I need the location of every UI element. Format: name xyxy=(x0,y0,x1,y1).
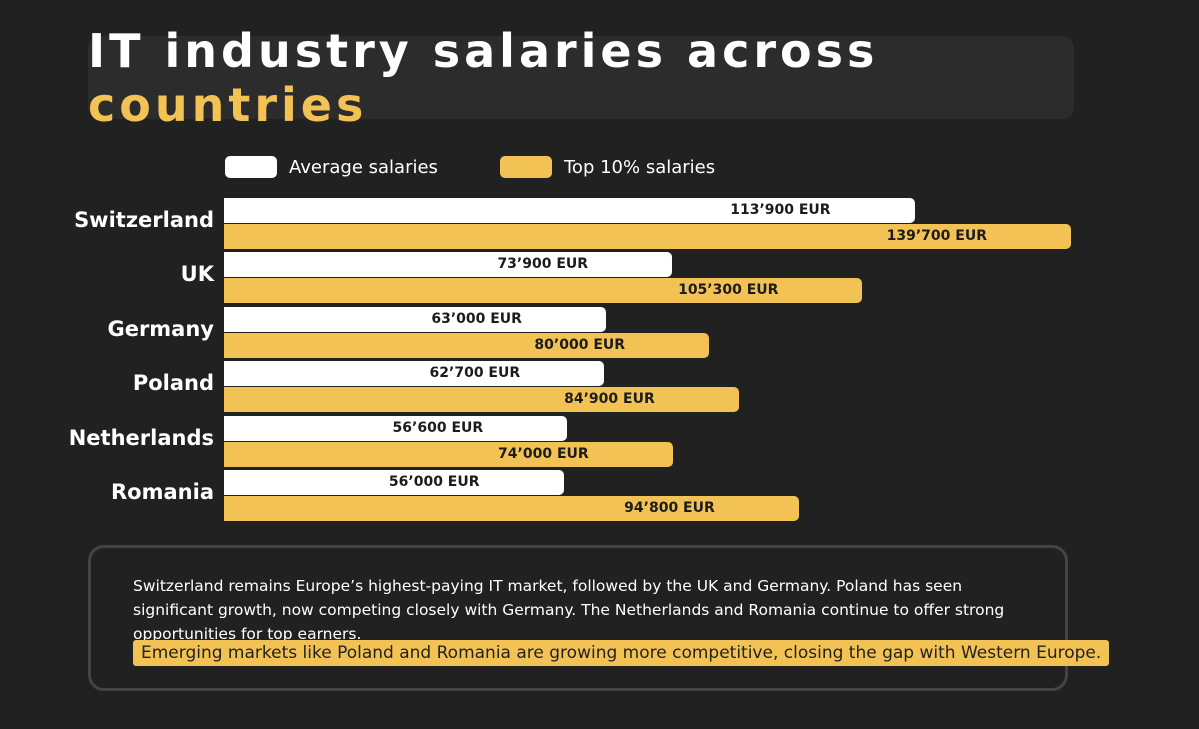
bar-top10 xyxy=(224,441,673,467)
summary-box: Switzerland remains Europe’s highest-pay… xyxy=(88,545,1110,691)
value-label: 56’600 EUR xyxy=(392,419,484,436)
legend-swatch-top10 xyxy=(500,156,552,178)
legend-label-average: Average salaries xyxy=(289,156,438,178)
summary-highlight: Emerging markets like Poland and Romania… xyxy=(133,640,1110,666)
legend-label-top10: Top 10% salaries xyxy=(564,156,716,178)
value-label: 80’000 EUR xyxy=(534,336,626,353)
value-label: 94’800 EUR xyxy=(624,500,715,516)
value-label: 113’900 EUR xyxy=(730,202,831,218)
bar-average xyxy=(224,252,673,278)
value-label: 74’000 EUR xyxy=(498,445,589,462)
value-label: 62’700 EUR xyxy=(429,365,521,382)
value-label: 139’700 EUR xyxy=(886,228,987,244)
bar-average xyxy=(224,415,568,441)
value-label: 63’000 EUR xyxy=(431,310,522,327)
category-label: Germany xyxy=(107,316,214,341)
chart-title: IT industry salaries across countries xyxy=(88,24,1074,132)
title-highlight: countries xyxy=(88,77,368,132)
bar-top10 xyxy=(224,387,739,413)
bar-average xyxy=(224,198,915,223)
category-label: Poland xyxy=(132,371,214,396)
bar-average xyxy=(224,361,605,387)
bar-average xyxy=(224,470,564,495)
bar-top10 xyxy=(224,496,799,521)
legend-average: Average salaries xyxy=(225,156,438,178)
category-label: Switzerland xyxy=(74,208,214,232)
value-label: 84’900 EUR xyxy=(564,391,655,408)
category-label: Netherlands xyxy=(68,425,214,450)
value-label: 56’000 EUR xyxy=(388,474,480,490)
legend-top10: Top 10% salaries xyxy=(500,156,715,178)
summary-text: Switzerland remains Europe’s highest-pay… xyxy=(133,577,1005,643)
title-main: IT industry salaries across xyxy=(88,23,879,78)
legend-swatch-average xyxy=(225,156,277,178)
bar-average xyxy=(224,306,606,332)
value-label: 105’300 EUR xyxy=(678,282,779,299)
category-label: UK xyxy=(180,262,214,287)
value-label: 73’900 EUR xyxy=(497,256,589,273)
bar-top10 xyxy=(224,332,710,358)
title-box: IT industry salaries across countries xyxy=(88,24,1074,132)
category-label: Romania xyxy=(111,480,214,504)
bar-top10 xyxy=(224,224,1071,249)
bar-top10 xyxy=(224,278,863,304)
